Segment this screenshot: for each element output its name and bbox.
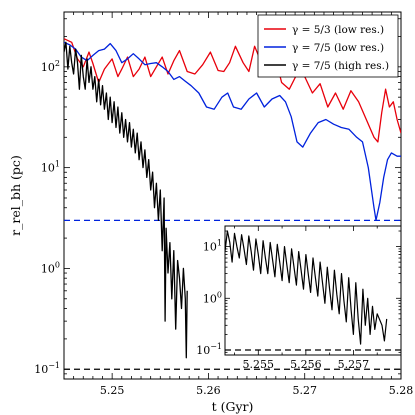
inset-data	[225, 230, 401, 351]
legend-label-1: γ = 7/5 (low res.)	[292, 42, 384, 54]
inset-x-tick-label: 5.256	[290, 358, 322, 371]
series-line-2	[64, 41, 188, 359]
x-tick-label: 5.25	[100, 384, 125, 397]
axis-labels: t (Gyr) r_rel_bh (pc)	[8, 155, 253, 414]
inset-series-line	[225, 230, 388, 345]
x-tick-label: 5.27	[292, 384, 317, 397]
main-data	[64, 38, 401, 370]
y-axis-label: r_rel_bh (pc)	[8, 155, 23, 236]
legend-label-2: γ = 7/5 (high res.)	[292, 60, 389, 72]
legend-box	[257, 14, 399, 78]
series-line-0	[64, 38, 401, 143]
main-frame	[63, 11, 402, 380]
x-tick-label: 5.28	[389, 384, 414, 397]
inset-x-tick-label: 5.255	[243, 358, 275, 371]
inset-frame	[224, 225, 402, 356]
inset-x-tick-label: 5.257	[338, 358, 370, 371]
inset-plot-area: 5.255 5.256 5.257 10−1 100 101	[196, 225, 402, 371]
y-tick-label: 102	[41, 59, 60, 74]
legend: γ = 5/3 (low res.) γ = 7/5 (low res.) γ = …	[257, 14, 399, 78]
y-tick-label: 101	[41, 160, 60, 175]
y-tick-label: 100	[41, 260, 60, 275]
x-tick-label: 5.26	[196, 384, 221, 397]
y-tick-label: 10−1	[34, 361, 60, 376]
inset-y-tick-label: 10−1	[196, 342, 222, 357]
inset-y-tick-label: 100	[203, 290, 222, 305]
series-line-1	[64, 41, 401, 221]
x-axis-label: t (Gyr)	[212, 399, 254, 414]
main-plot-area: 5.25 5.26 5.27 5.28 10−1 100 101 102	[34, 11, 414, 397]
inset-y-tick-label: 101	[203, 239, 222, 254]
legend-label-0: γ = 5/3 (low res.)	[292, 24, 384, 36]
